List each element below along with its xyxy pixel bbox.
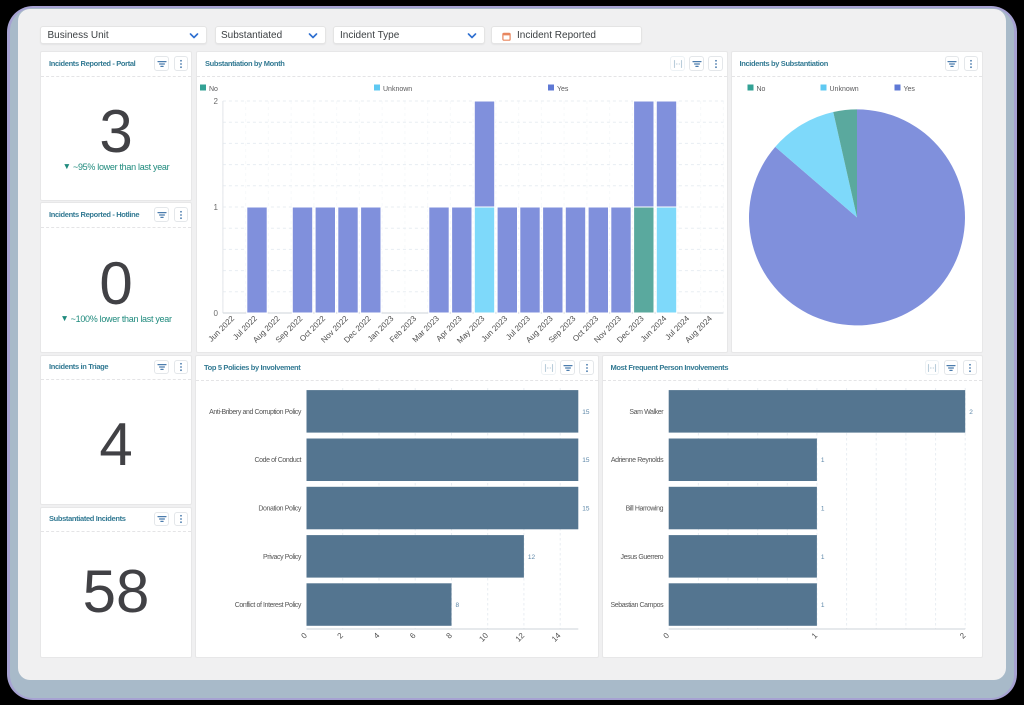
svg-text:0: 0 <box>299 631 309 641</box>
svg-text:2: 2 <box>958 631 968 641</box>
svg-text:Privacy Policy: Privacy Policy <box>263 554 302 561</box>
svg-text:14: 14 <box>550 631 563 644</box>
svg-text:1: 1 <box>820 506 824 513</box>
svg-text:12: 12 <box>528 554 536 561</box>
svg-text:Sebastian Campos: Sebastian Campos <box>610 602 664 609</box>
svg-text:6: 6 <box>408 631 418 641</box>
svg-text:No: No <box>209 86 218 93</box>
svg-text:0: 0 <box>213 309 218 318</box>
svg-text:Jun 2022: Jun 2022 <box>207 314 237 344</box>
svg-text:12: 12 <box>514 631 527 644</box>
svg-text:Anti-Bribery and Corruption Po: Anti-Bribery and Corruption Policy <box>209 409 302 416</box>
svg-text:Code of Conduct: Code of Conduct <box>254 457 301 464</box>
svg-text:Conflict of Interest Policy: Conflict of Interest Policy <box>235 602 302 609</box>
svg-text:1: 1 <box>809 631 819 641</box>
svg-text:Jesus Guerrero: Jesus Guerrero <box>620 554 663 561</box>
svg-text:4: 4 <box>372 631 382 641</box>
svg-text:1: 1 <box>820 602 824 609</box>
svg-text:Unknown: Unknown <box>829 86 858 93</box>
svg-text:2: 2 <box>213 97 218 106</box>
svg-text:No: No <box>756 86 765 93</box>
svg-text:Adrienne Reynolds: Adrienne Reynolds <box>610 457 663 464</box>
svg-text:10: 10 <box>477 631 490 644</box>
svg-text:15: 15 <box>582 506 590 513</box>
svg-text:15: 15 <box>582 457 590 464</box>
svg-text:8: 8 <box>456 602 460 609</box>
svg-text:2: 2 <box>969 409 973 416</box>
svg-text:1: 1 <box>213 203 218 212</box>
svg-text:Donation Policy: Donation Policy <box>258 506 302 513</box>
svg-text:2: 2 <box>336 631 346 641</box>
svg-text:0: 0 <box>661 631 671 641</box>
svg-text:Unknown: Unknown <box>383 86 412 93</box>
svg-text:8: 8 <box>444 631 454 641</box>
svg-text:Yes: Yes <box>903 86 915 93</box>
svg-text:1: 1 <box>820 554 824 561</box>
svg-text:Sam Walker: Sam Walker <box>629 409 664 416</box>
svg-text:Yes: Yes <box>557 86 569 93</box>
svg-text:Bill Harrowing: Bill Harrowing <box>625 506 663 513</box>
svg-text:15: 15 <box>582 409 590 416</box>
svg-text:1: 1 <box>820 457 824 464</box>
